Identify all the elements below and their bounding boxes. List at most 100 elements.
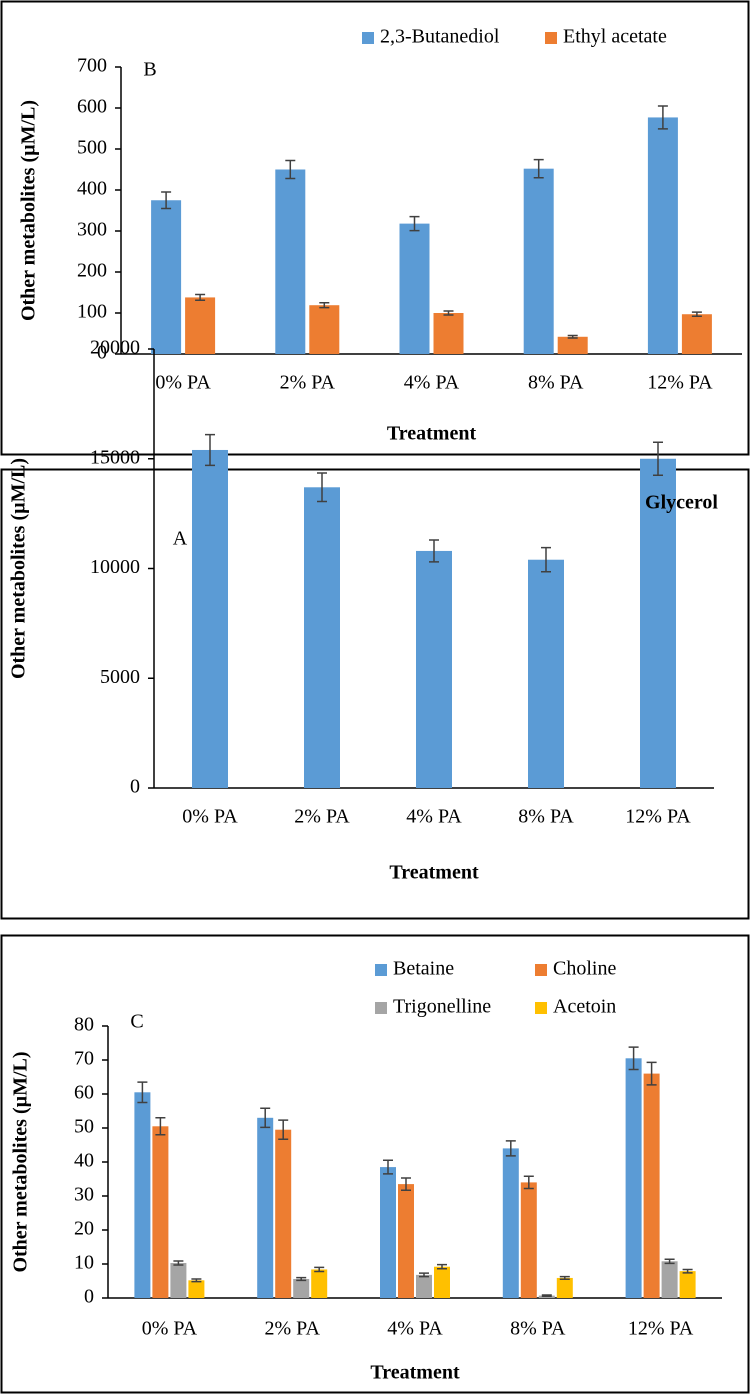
error-bar: [559, 1275, 570, 1281]
error-bar: [205, 433, 215, 467]
bar: [523, 168, 554, 354]
y-tick-label: 15000: [90, 446, 140, 468]
legend-swatch: [545, 32, 557, 44]
error-bar: [657, 105, 668, 130]
x-tick-label: 2% PA: [294, 806, 350, 828]
bar: [275, 1129, 292, 1298]
y-tick-label: 5000: [100, 666, 140, 688]
y-axis-label: Other metabolites (µM/L): [8, 458, 30, 679]
bar: [647, 117, 678, 355]
legend-label: Choline: [553, 958, 616, 980]
legend-swatch: [375, 1002, 387, 1014]
y-tick-label: 30: [74, 1184, 94, 1206]
bar: [528, 559, 564, 788]
bar: [640, 458, 676, 788]
bar: [380, 1167, 396, 1298]
y-tick-label: 300: [77, 219, 107, 241]
bar: [304, 487, 340, 788]
annotation: C: [130, 1011, 143, 1033]
error-bar: [260, 1107, 271, 1129]
x-tick-label: 12% PA: [628, 1318, 694, 1340]
x-tick-label: 8% PA: [518, 806, 574, 828]
y-tick-label: 700: [77, 55, 107, 77]
bar: [188, 1280, 205, 1298]
x-tick-label: 2% PA: [265, 1318, 321, 1340]
x-tick-label: 8% PA: [510, 1318, 566, 1340]
bar: [192, 449, 228, 788]
error-bar: [523, 1175, 534, 1190]
bar: [557, 336, 588, 354]
bar: [257, 1117, 274, 1298]
error-bar: [429, 539, 439, 563]
bar: [681, 314, 712, 354]
error-bar: [541, 546, 551, 573]
x-tick-label: 0% PA: [155, 372, 211, 394]
error-bar: [278, 1119, 289, 1140]
bar: [520, 1182, 537, 1298]
bar: [134, 1092, 151, 1298]
y-tick-label: 600: [77, 96, 107, 118]
error-bar: [541, 1294, 552, 1298]
bar: [170, 1262, 187, 1298]
y-tick-label: 50: [74, 1116, 94, 1138]
error-bar: [173, 1260, 184, 1266]
error-bar: [505, 1140, 516, 1157]
y-tick-label: 200: [77, 260, 107, 282]
y-tick-label: 70: [74, 1048, 94, 1070]
legend-swatch: [375, 964, 387, 976]
bar: [416, 550, 452, 788]
error-bar: [191, 1278, 202, 1283]
panel-border: [0, 934, 750, 1394]
error-bar: [646, 1061, 657, 1086]
y-tick-label: 100: [77, 301, 107, 323]
error-bar: [653, 441, 663, 476]
error-bar: [195, 293, 206, 302]
error-bar: [567, 334, 578, 339]
error-bar: [682, 1268, 693, 1274]
x-tick-label: 4% PA: [387, 1318, 443, 1340]
legend-swatch: [535, 964, 547, 976]
legend-label: Acetoin: [553, 996, 616, 1018]
x-tick-label: 4% PA: [404, 372, 460, 394]
error-bar: [691, 311, 702, 318]
bar: [643, 1073, 660, 1298]
y-tick-label: 400: [77, 178, 107, 200]
error-bar: [664, 1258, 675, 1265]
error-bar: [137, 1081, 148, 1104]
legend-label: 2,3-Butanediol: [380, 26, 500, 48]
error-bar: [314, 1266, 325, 1273]
y-tick-label: 10: [74, 1252, 94, 1274]
error-bar: [628, 1046, 639, 1071]
bar: [434, 1266, 450, 1298]
bar: [309, 305, 340, 354]
y-tick-label: 10000: [90, 556, 140, 578]
x-tick-label: 8% PA: [528, 372, 584, 394]
bar: [275, 169, 306, 354]
error-bar: [401, 1177, 411, 1191]
error-bar: [437, 1263, 447, 1270]
error-bar: [533, 158, 544, 179]
y-tick-label: 40: [74, 1150, 94, 1172]
bar: [399, 223, 430, 354]
legend-label: Trigonelline: [393, 996, 491, 1018]
legend-label: Ethyl acetate: [563, 26, 667, 48]
bar: [679, 1271, 696, 1298]
legend-swatch: [362, 32, 374, 44]
y-tick-label: 0: [84, 1286, 94, 1308]
panel-border: [0, 468, 750, 920]
bar: [625, 1058, 642, 1298]
bar: [185, 297, 216, 354]
x-axis-label: Treatment: [387, 423, 477, 445]
bar: [556, 1277, 573, 1298]
error-bar: [319, 302, 330, 309]
bar: [152, 1126, 169, 1298]
bar: [502, 1148, 519, 1298]
y-tick-label: 60: [74, 1082, 94, 1104]
error-bar: [155, 1117, 166, 1136]
error-bar: [161, 191, 172, 210]
y-axis-label: Other metabolites (µM/L): [10, 1051, 32, 1272]
bar: [398, 1184, 414, 1298]
y-tick-label: 20: [74, 1218, 94, 1240]
bar: [433, 313, 464, 354]
